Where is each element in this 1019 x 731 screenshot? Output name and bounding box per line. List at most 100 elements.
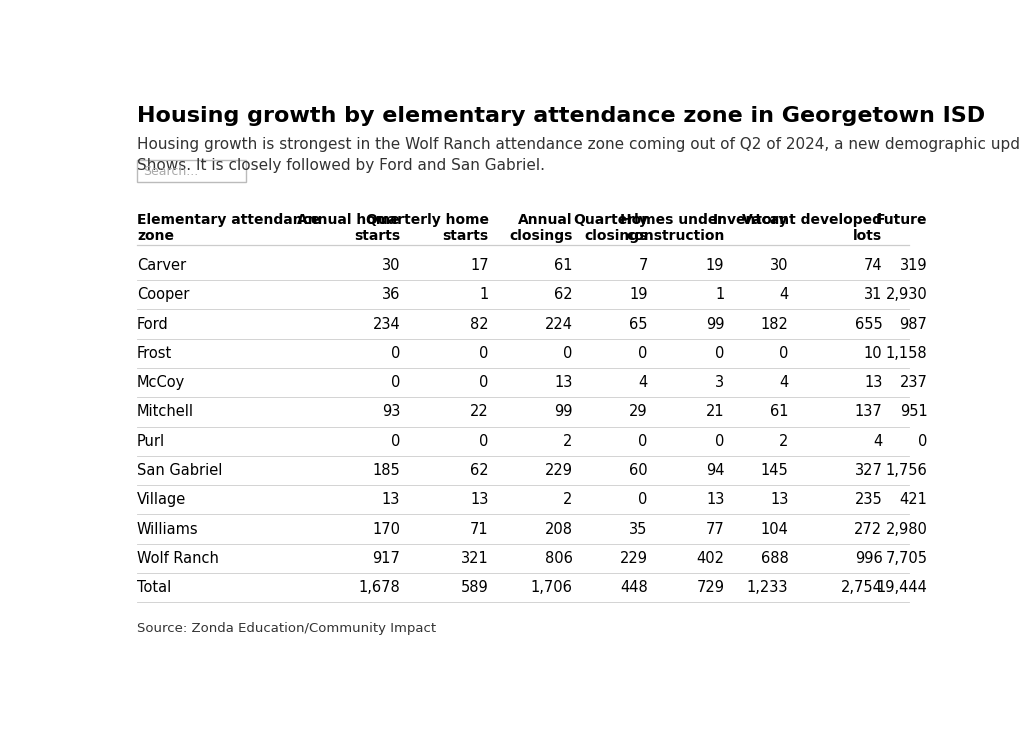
- Text: 319: 319: [899, 258, 926, 273]
- Text: 99: 99: [705, 317, 723, 332]
- Text: Village: Village: [137, 492, 186, 507]
- Text: 327: 327: [854, 463, 881, 478]
- Text: 0: 0: [390, 346, 399, 361]
- Text: 13: 13: [769, 492, 788, 507]
- Text: 19,444: 19,444: [875, 580, 926, 595]
- Text: Source: Zonda Education/Community Impact: Source: Zonda Education/Community Impact: [137, 622, 436, 635]
- Text: 65: 65: [629, 317, 647, 332]
- Text: 62: 62: [553, 287, 572, 303]
- Text: Annual home
starts: Annual home starts: [298, 213, 399, 243]
- Text: 185: 185: [372, 463, 399, 478]
- Text: 688: 688: [760, 550, 788, 566]
- Text: 229: 229: [619, 550, 647, 566]
- Text: 170: 170: [372, 521, 399, 537]
- Text: 29: 29: [629, 404, 647, 420]
- Text: 82: 82: [470, 317, 488, 332]
- Text: 19: 19: [705, 258, 723, 273]
- Text: 61: 61: [553, 258, 572, 273]
- Text: 321: 321: [461, 550, 488, 566]
- Text: 3: 3: [714, 375, 723, 390]
- Text: 0: 0: [479, 346, 488, 361]
- Text: 208: 208: [544, 521, 572, 537]
- Text: 0: 0: [638, 492, 647, 507]
- Text: 655: 655: [854, 317, 881, 332]
- Text: Homes under
construction: Homes under construction: [620, 213, 723, 243]
- Text: McCoy: McCoy: [137, 375, 185, 390]
- Text: 13: 13: [381, 492, 399, 507]
- Text: 74: 74: [863, 258, 881, 273]
- Text: 2: 2: [779, 433, 788, 449]
- Text: 402: 402: [696, 550, 723, 566]
- Text: 2,980: 2,980: [884, 521, 926, 537]
- Text: 77: 77: [705, 521, 723, 537]
- Text: Carver: Carver: [137, 258, 185, 273]
- Text: Williams: Williams: [137, 521, 199, 537]
- Text: 1,158: 1,158: [884, 346, 926, 361]
- Text: 229: 229: [544, 463, 572, 478]
- Text: 35: 35: [629, 521, 647, 537]
- Text: Housing growth is strongest in the Wolf Ranch attendance zone coming out of Q2 o: Housing growth is strongest in the Wolf …: [137, 137, 1019, 173]
- Text: 0: 0: [390, 433, 399, 449]
- Text: Annual
closings: Annual closings: [508, 213, 572, 243]
- Text: 224: 224: [544, 317, 572, 332]
- Text: 1: 1: [479, 287, 488, 303]
- Text: 182: 182: [760, 317, 788, 332]
- Text: Elementary attendance
zone: Elementary attendance zone: [137, 213, 320, 243]
- Text: 19: 19: [629, 287, 647, 303]
- Text: 93: 93: [381, 404, 399, 420]
- Text: 22: 22: [470, 404, 488, 420]
- Text: 1,678: 1,678: [358, 580, 399, 595]
- Text: 21: 21: [705, 404, 723, 420]
- Text: Total: Total: [137, 580, 171, 595]
- Text: 13: 13: [553, 375, 572, 390]
- Text: 71: 71: [470, 521, 488, 537]
- Text: 145: 145: [760, 463, 788, 478]
- Text: 99: 99: [553, 404, 572, 420]
- Text: 10: 10: [863, 346, 881, 361]
- Text: 2: 2: [562, 433, 572, 449]
- Text: 448: 448: [620, 580, 647, 595]
- Text: Future: Future: [875, 213, 926, 227]
- Text: 36: 36: [381, 287, 399, 303]
- Text: Wolf Ranch: Wolf Ranch: [137, 550, 219, 566]
- Text: 0: 0: [917, 433, 926, 449]
- Text: 234: 234: [372, 317, 399, 332]
- Text: 0: 0: [479, 433, 488, 449]
- Text: 917: 917: [372, 550, 399, 566]
- Text: 1,706: 1,706: [530, 580, 572, 595]
- Text: 0: 0: [714, 433, 723, 449]
- Text: 0: 0: [638, 346, 647, 361]
- Text: 30: 30: [769, 258, 788, 273]
- Text: 0: 0: [562, 346, 572, 361]
- Text: 4: 4: [779, 287, 788, 303]
- Text: 2,930: 2,930: [884, 287, 926, 303]
- Text: Inventory: Inventory: [712, 213, 788, 227]
- Text: 729: 729: [696, 580, 723, 595]
- Text: 0: 0: [390, 375, 399, 390]
- Text: 4: 4: [638, 375, 647, 390]
- Text: 0: 0: [714, 346, 723, 361]
- Text: Ford: Ford: [137, 317, 168, 332]
- Text: 13: 13: [705, 492, 723, 507]
- Text: Frost: Frost: [137, 346, 172, 361]
- Text: 7,705: 7,705: [884, 550, 926, 566]
- Text: 951: 951: [899, 404, 926, 420]
- Text: 589: 589: [461, 580, 488, 595]
- Text: 62: 62: [470, 463, 488, 478]
- Text: 13: 13: [470, 492, 488, 507]
- Text: Vacant developed
lots: Vacant developed lots: [742, 213, 881, 243]
- Text: Cooper: Cooper: [137, 287, 190, 303]
- Text: Mitchell: Mitchell: [137, 404, 194, 420]
- Text: 806: 806: [544, 550, 572, 566]
- Text: Quarterly
closings: Quarterly closings: [573, 213, 647, 243]
- Text: 1,756: 1,756: [884, 463, 926, 478]
- Text: 1,233: 1,233: [746, 580, 788, 595]
- Text: 60: 60: [629, 463, 647, 478]
- Text: 4: 4: [779, 375, 788, 390]
- Text: 4: 4: [872, 433, 881, 449]
- Text: 137: 137: [854, 404, 881, 420]
- Text: 987: 987: [899, 317, 926, 332]
- Text: 235: 235: [854, 492, 881, 507]
- Text: 7: 7: [638, 258, 647, 273]
- Text: Purl: Purl: [137, 433, 165, 449]
